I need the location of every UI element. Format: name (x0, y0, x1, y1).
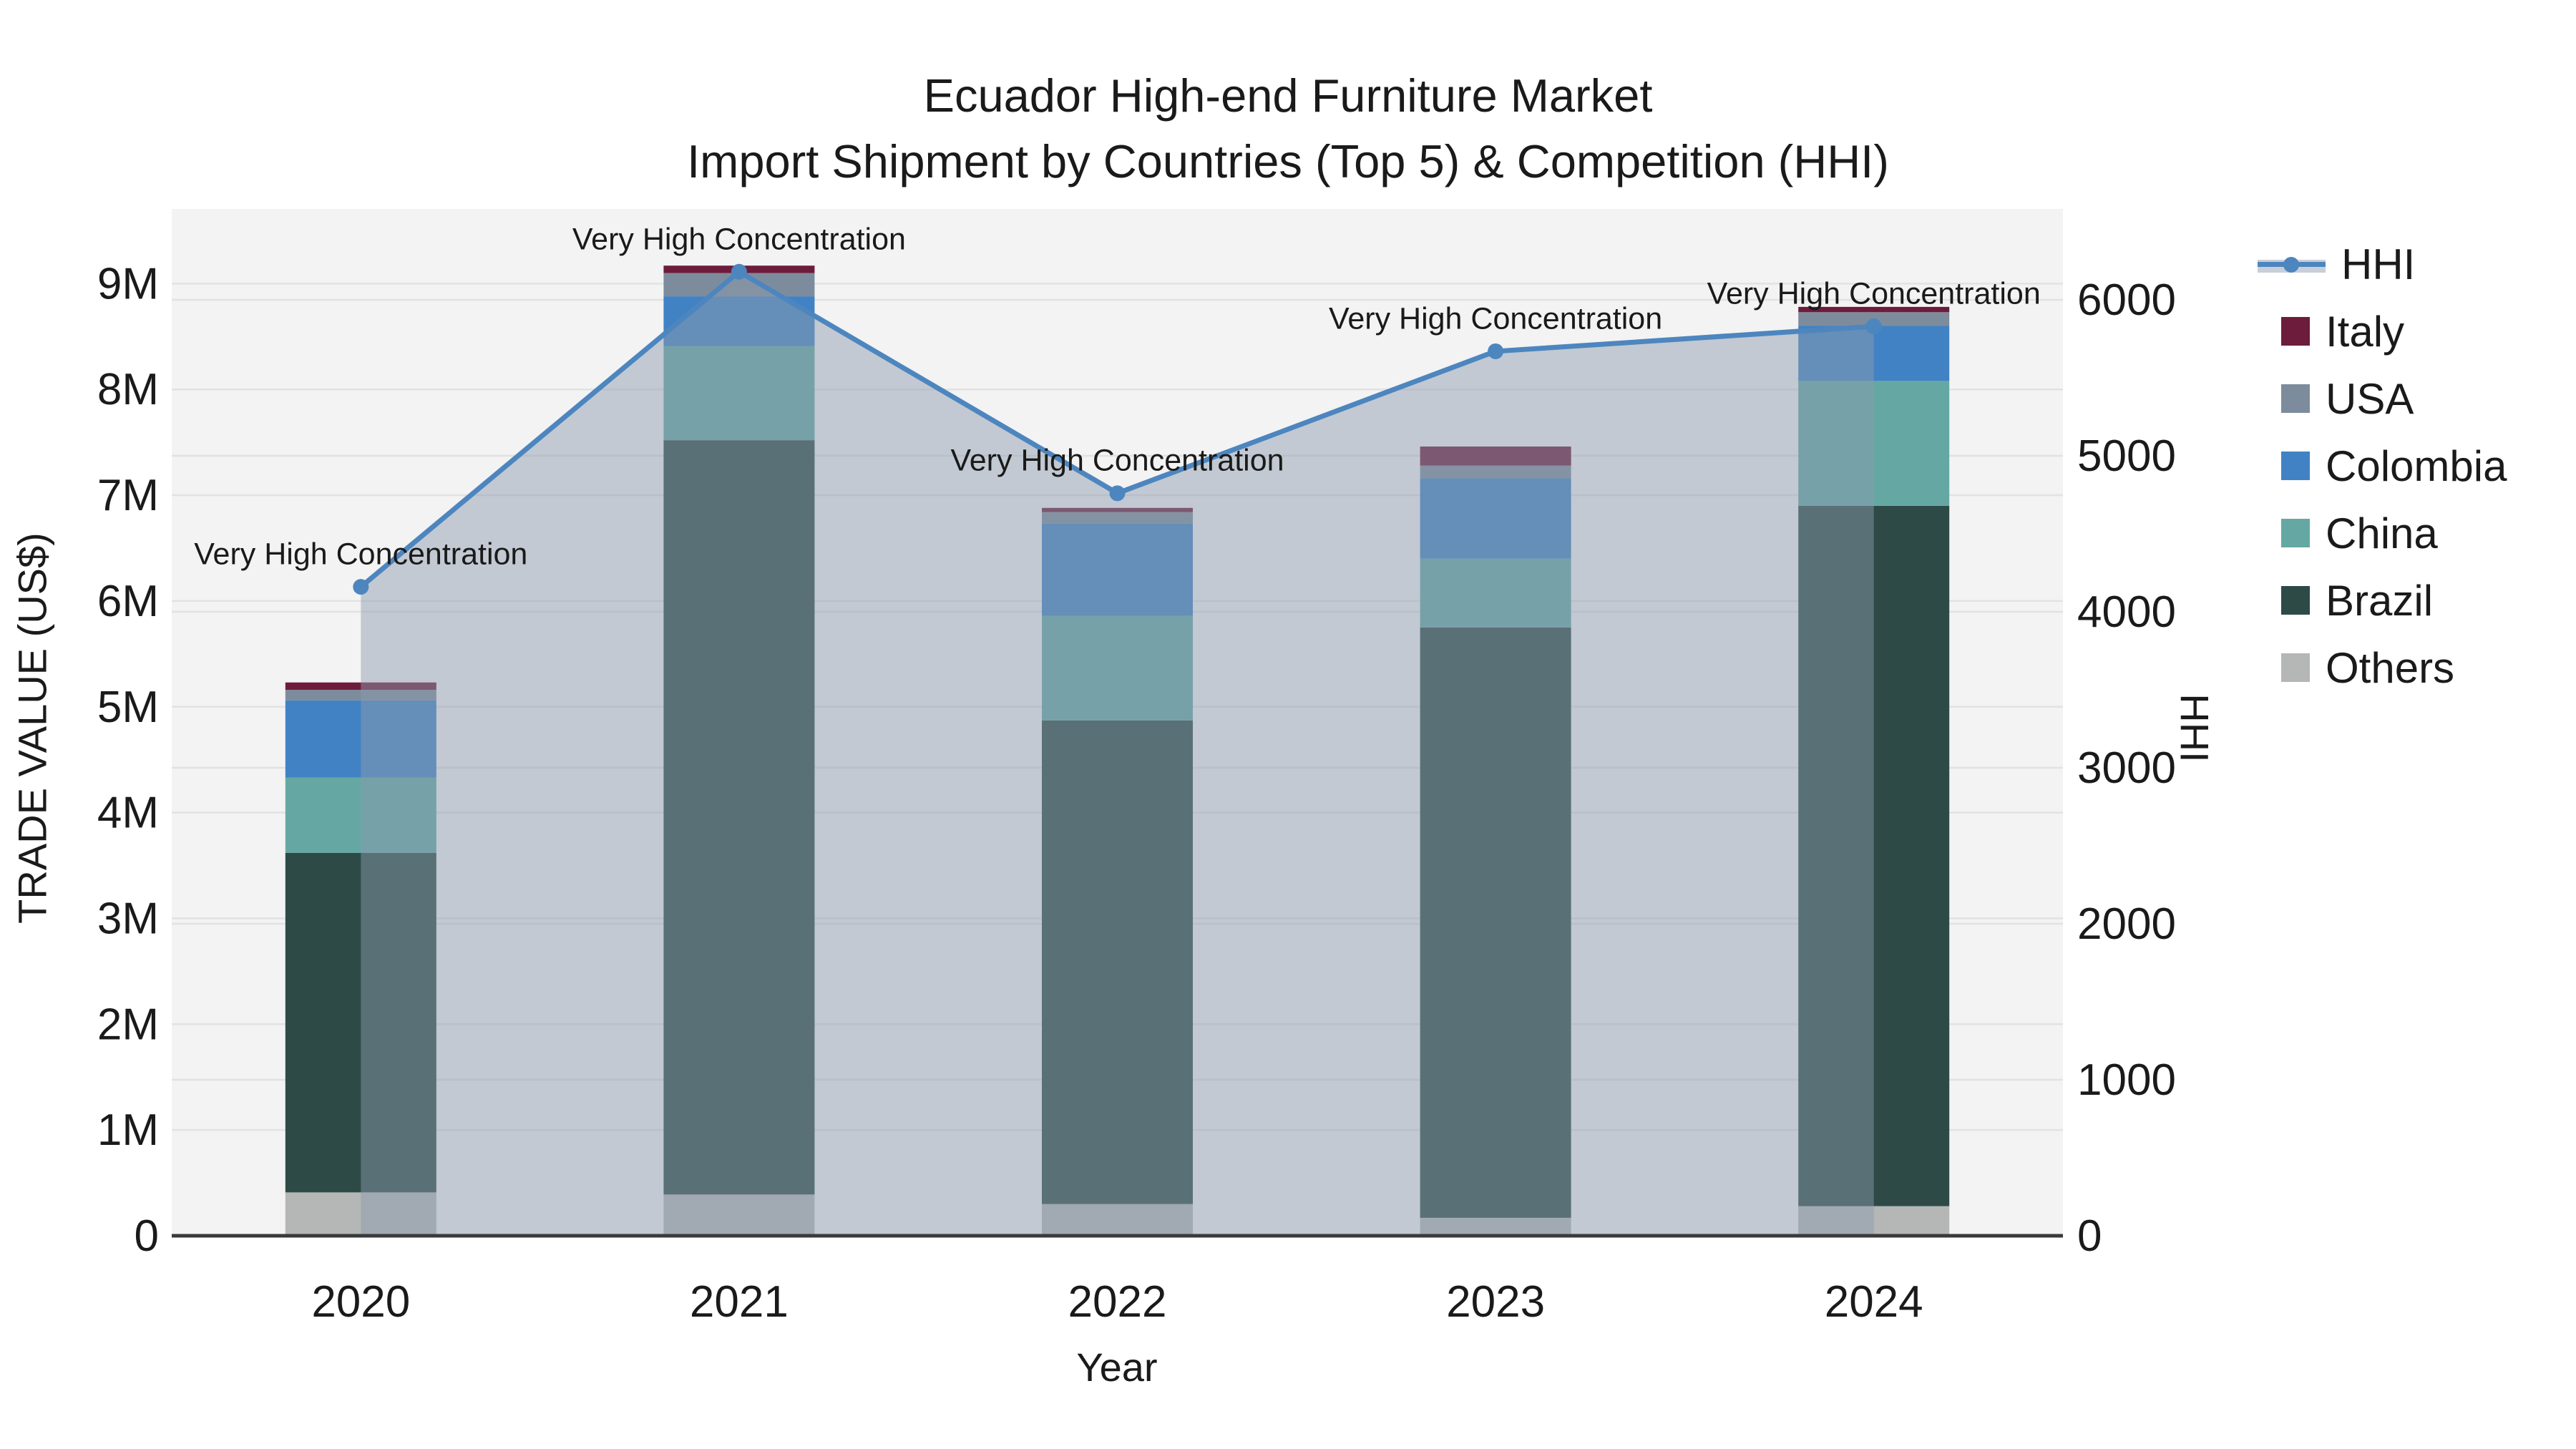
annotation-2021: Very High Concentration (572, 222, 906, 257)
right-tick-6000: 6000 (2077, 275, 2176, 325)
right-tick-5000: 5000 (2077, 431, 2176, 481)
bar-segment-2020-brazil (285, 852, 436, 1193)
bar-segment-2021-china (663, 346, 815, 441)
right-tick-3000: 3000 (2077, 743, 2176, 793)
bar-segment-2023-usa (1420, 465, 1571, 479)
bar-segment-2021-others (663, 1194, 815, 1236)
bar-segment-2022-brazil (1042, 720, 1193, 1204)
hhi-point-2022 (1109, 485, 1126, 502)
hhi-point-2023 (1488, 343, 1504, 359)
x-tick-2024: 2024 (1825, 1277, 1923, 1327)
bar-segment-2020-usa (285, 690, 436, 701)
left-tick-3M: 3M (97, 894, 159, 943)
bar-segment-2021-brazil (663, 440, 815, 1195)
bar-segment-2020-china (285, 777, 436, 853)
bar-segment-2020-others (285, 1192, 436, 1236)
bar-segment-2023-italy (1420, 447, 1571, 466)
left-tick-5M: 5M (97, 683, 159, 732)
bar-segment-2020-italy (285, 682, 436, 691)
bar-segment-2023-china (1420, 558, 1571, 628)
annotation-2024: Very High Concentration (1707, 276, 2041, 311)
legend-label-italy: Italy (2326, 307, 2405, 356)
bar-segment-2024-china (1798, 381, 1950, 506)
left-tick-0: 0 (135, 1211, 159, 1261)
x-tick-2023: 2023 (1446, 1277, 1545, 1327)
right-axis-title: HHI (2172, 693, 2218, 763)
hhi-point-2021 (731, 263, 747, 280)
annotation-2020: Very High Concentration (194, 537, 528, 572)
annotation-2023: Very High Concentration (1329, 301, 1663, 336)
bar-segment-2024-colombia (1798, 326, 1950, 381)
legend-swatch-brazil (2281, 586, 2310, 615)
legend-item-usa: USA (2258, 365, 2507, 432)
left-tick-9M: 9M (97, 259, 159, 308)
left-tick-4M: 4M (97, 789, 159, 838)
chart-title-line1: Ecuador High-end Furniture Market (923, 69, 1653, 122)
bar-segment-2023-colombia (1420, 478, 1571, 559)
legend-item-italy: Italy (2258, 298, 2507, 365)
hhi-point-2024 (1865, 318, 1882, 335)
left-tick-7M: 7M (97, 471, 159, 520)
legend-hhi-line-icon (2258, 250, 2326, 278)
right-tick-0: 0 (2077, 1211, 2102, 1261)
legend-label-colombia: Colombia (2326, 441, 2507, 490)
legend-label-china: China (2326, 509, 2438, 557)
legend-label-brazil: Brazil (2326, 576, 2434, 625)
left-tick-1M: 1M (97, 1106, 159, 1155)
x-axis-title: Year (1076, 1345, 1158, 1390)
left-axis-title: TRADE VALUE (US$) (9, 532, 55, 924)
legend-label-others: Others (2326, 643, 2455, 692)
chart-title: Ecuador High-end Furniture Market Import… (572, 63, 2004, 195)
bar-segment-2020-colombia (285, 700, 436, 778)
bar-segment-2021-colombia (663, 296, 815, 346)
chart-legend: HHI Italy USA Colombia China Brazil Others (2258, 230, 2507, 701)
right-tick-2000: 2000 (2077, 899, 2176, 949)
bar-segment-2024-brazil (1798, 505, 1950, 1206)
legend-swatch-usa (2281, 384, 2310, 413)
hhi-area-fill (361, 271, 1874, 1236)
left-tick-2M: 2M (97, 1000, 159, 1049)
left-tick-8M: 8M (97, 365, 159, 414)
bar-segment-2022-china (1042, 615, 1193, 721)
chart-title-line2: Import Shipment by Countries (Top 5) & C… (687, 135, 1889, 187)
legend-label-usa: USA (2326, 374, 2414, 423)
legend-swatch-china (2281, 519, 2310, 547)
bar-segment-2022-colombia (1042, 523, 1193, 616)
bar-segment-2023-brazil (1420, 627, 1571, 1218)
legend-item-others: Others (2258, 634, 2507, 701)
legend-item-hhi: HHI (2258, 230, 2507, 298)
bar-segment-2022-others (1042, 1204, 1193, 1236)
annotation-2022: Very High Concentration (950, 443, 1284, 478)
left-tick-6M: 6M (97, 577, 159, 626)
right-tick-4000: 4000 (2077, 587, 2176, 637)
bar-segment-2024-italy (1798, 306, 1950, 313)
legend-item-china: China (2258, 499, 2507, 567)
hhi-point-2020 (353, 579, 369, 595)
bar-segment-2022-italy (1042, 507, 1193, 512)
legend-label-hhi: HHI (2341, 240, 2416, 288)
legend-item-brazil: Brazil (2258, 567, 2507, 634)
legend-hhi-marker-dot (2283, 257, 2299, 273)
x-tick-2020: 2020 (311, 1277, 410, 1327)
bar-segment-2024-others (1798, 1206, 1950, 1236)
x-tick-2022: 2022 (1068, 1277, 1167, 1327)
bar-segment-2022-usa (1042, 512, 1193, 524)
x-tick-2021: 2021 (690, 1277, 789, 1327)
right-tick-1000: 1000 (2077, 1055, 2176, 1105)
bar-segment-2023-others (1420, 1217, 1571, 1236)
legend-swatch-italy (2281, 317, 2310, 346)
legend-item-colombia: Colombia (2258, 432, 2507, 499)
legend-swatch-others (2281, 653, 2310, 682)
legend-swatch-colombia (2281, 452, 2310, 480)
